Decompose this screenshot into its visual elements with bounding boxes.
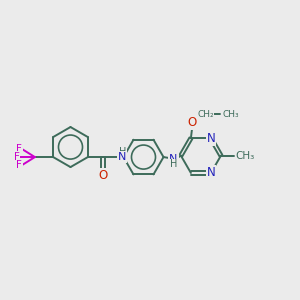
- Text: CH₃: CH₃: [223, 110, 239, 118]
- Text: F: F: [16, 160, 22, 170]
- Text: H: H: [119, 147, 127, 157]
- Text: N: N: [206, 167, 215, 179]
- Text: F: F: [14, 152, 20, 162]
- Text: CH₃: CH₃: [236, 151, 255, 160]
- Text: H: H: [170, 159, 177, 170]
- Text: F: F: [16, 144, 22, 154]
- Text: O: O: [188, 116, 197, 129]
- Text: N: N: [206, 132, 215, 145]
- Text: N: N: [169, 154, 178, 164]
- Text: CH₂: CH₂: [197, 110, 214, 118]
- Text: N: N: [118, 152, 126, 162]
- Text: O: O: [98, 169, 108, 182]
